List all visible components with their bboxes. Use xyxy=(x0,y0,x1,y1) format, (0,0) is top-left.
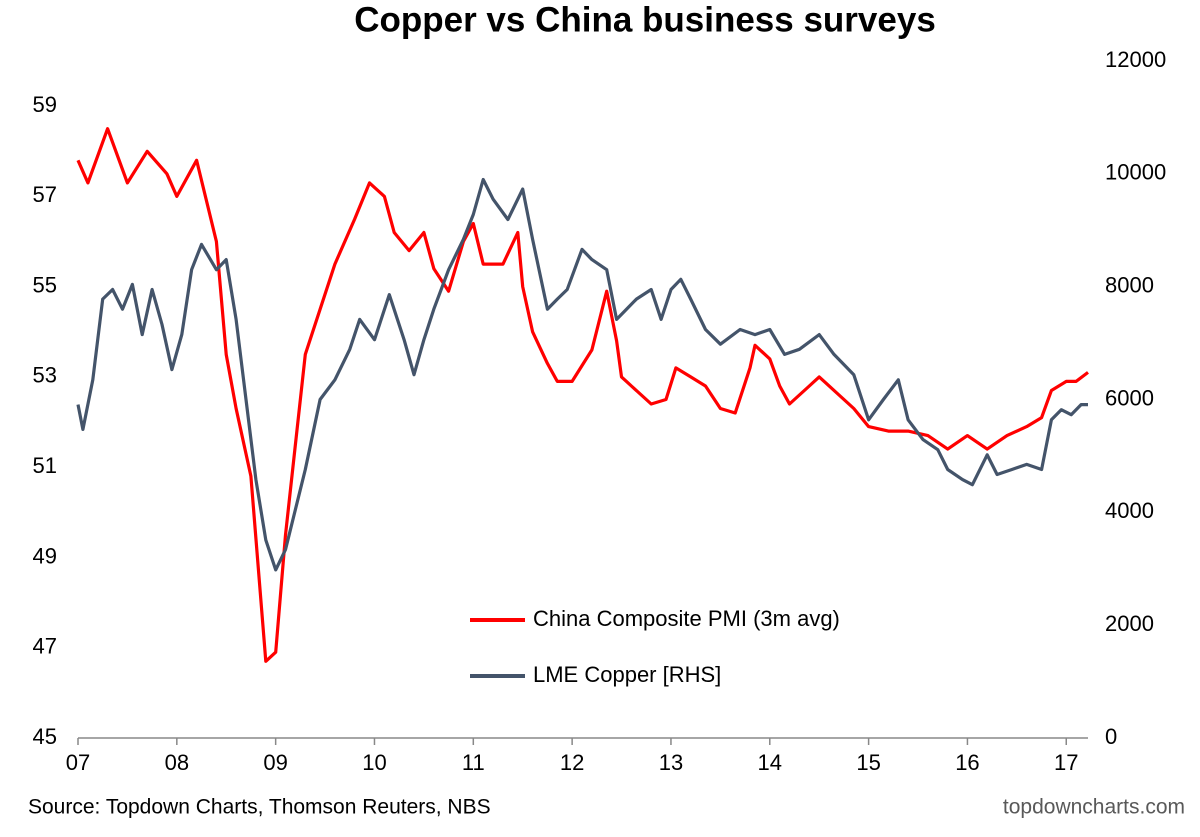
series-line xyxy=(76,177,1088,572)
y2-tick-label: 2000 xyxy=(1105,611,1154,636)
chart-title: Copper vs China business surveys xyxy=(354,0,936,39)
x-tick-label: 16 xyxy=(955,750,979,775)
y-tick-label: 51 xyxy=(33,453,57,478)
x-tick-label: 08 xyxy=(165,750,189,775)
y2-tick-label: 4000 xyxy=(1105,498,1154,523)
x-tick-label: 13 xyxy=(659,750,683,775)
y2-tick-label: 0 xyxy=(1105,724,1117,749)
x-tick-label: 14 xyxy=(758,750,782,775)
y-tick-label: 49 xyxy=(33,543,57,568)
y-tick-label: 57 xyxy=(33,182,57,207)
x-tick-label: 11 xyxy=(462,750,485,775)
x-tick-label: 17 xyxy=(1054,750,1078,775)
x-tick-label: 12 xyxy=(560,750,584,775)
y-tick-label: 59 xyxy=(33,92,57,117)
y-tick-label: 45 xyxy=(33,724,57,749)
x-tick-label: 10 xyxy=(362,750,386,775)
y2-tick-label: 10000 xyxy=(1105,160,1166,185)
y-tick-label: 47 xyxy=(33,634,57,659)
watermark: topdowncharts.com xyxy=(1003,796,1185,819)
source-note: Source: Topdown Charts, Thomson Reuters,… xyxy=(28,796,491,819)
legend-label: China Composite PMI (3m avg) xyxy=(533,606,840,631)
x-tick-label: 09 xyxy=(263,750,287,775)
x-tick-label: 15 xyxy=(856,750,880,775)
y2-tick-label: 6000 xyxy=(1105,385,1154,410)
series-line xyxy=(76,127,1089,663)
y-tick-label: 55 xyxy=(33,272,57,297)
y2-tick-label: 12000 xyxy=(1105,47,1166,72)
y2-tick-label: 8000 xyxy=(1105,272,1154,297)
legend-label: LME Copper [RHS] xyxy=(533,662,721,687)
y-tick-label: 53 xyxy=(33,363,57,388)
x-tick-label: 07 xyxy=(66,750,90,775)
